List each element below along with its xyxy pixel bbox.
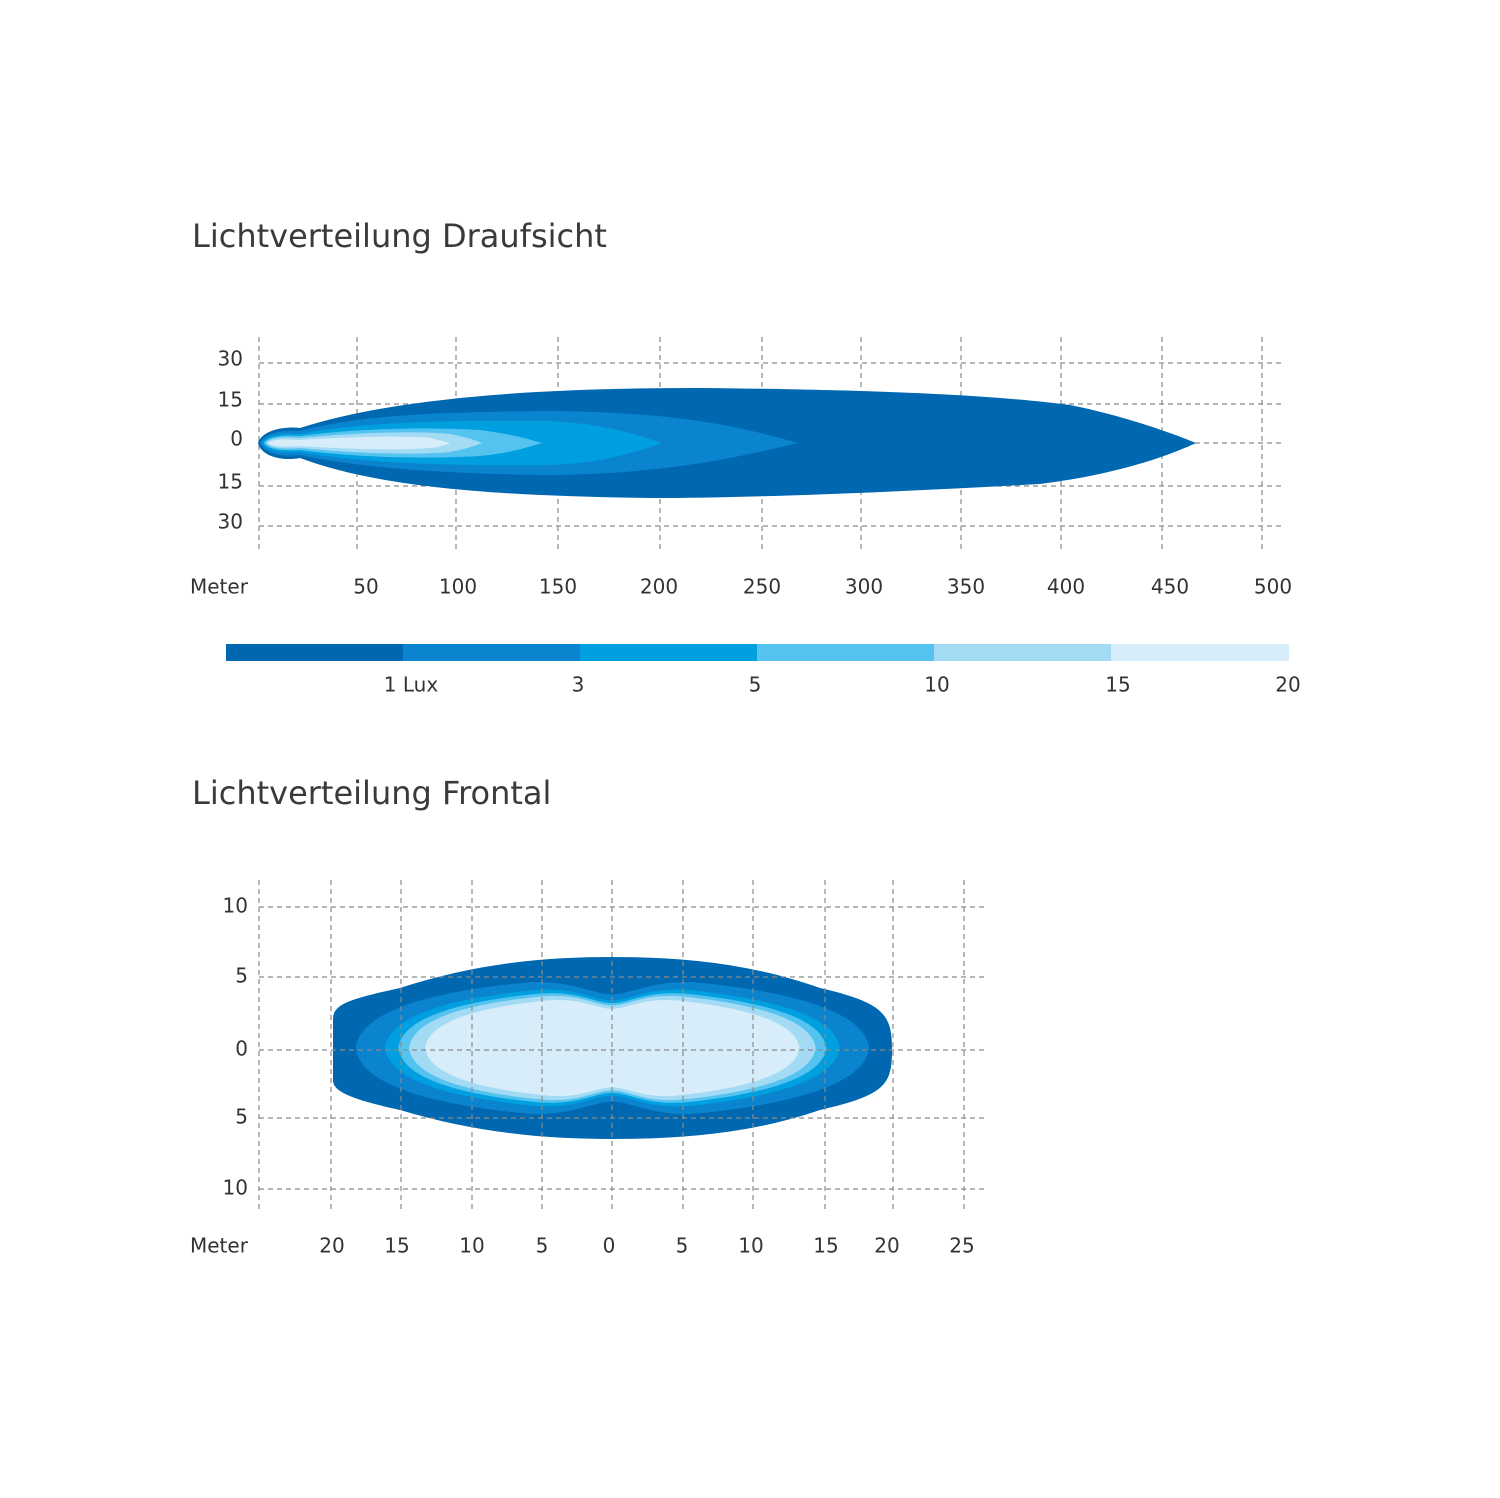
x-tick-label: 450	[1151, 575, 1189, 599]
title: Lichtverteilung Frontal	[192, 774, 551, 812]
y-tick-label: 10	[223, 1176, 248, 1200]
x-tick-label: 500	[1254, 575, 1292, 599]
y-tick-label: 10	[223, 894, 248, 918]
legend-label: 20	[1275, 673, 1300, 697]
legend-label: 15	[1105, 673, 1130, 697]
x-tick-label: 10	[738, 1234, 763, 1258]
title: Lichtverteilung Draufsicht	[192, 217, 607, 255]
x-tick-label: 5	[536, 1234, 549, 1258]
y-tick-label: 5	[235, 1105, 248, 1129]
contour	[425, 999, 800, 1097]
legend-label: 10	[924, 673, 949, 697]
axis-label: Meter	[190, 575, 249, 599]
legend-swatch	[757, 644, 935, 661]
y-tick-label: 5	[235, 964, 248, 988]
legend-swatch	[934, 644, 1112, 661]
legend-swatch	[403, 644, 581, 661]
legend: 1 Lux 3 5 10 15 20	[226, 644, 1301, 697]
x-tick-label: 20	[874, 1234, 899, 1258]
legend-swatch	[226, 644, 404, 661]
legend-label: 5	[749, 673, 762, 697]
x-tick-label: 100	[439, 575, 477, 599]
x-tick-label: 150	[539, 575, 577, 599]
beam-front	[333, 957, 892, 1139]
axis-label: Meter	[190, 1234, 249, 1258]
x-tick-label: 350	[947, 575, 985, 599]
legend-label: 3	[572, 673, 585, 697]
y-tick-label: 30	[218, 347, 243, 371]
x-tick-label: 250	[743, 575, 781, 599]
x-tick-label: 200	[640, 575, 678, 599]
x-tick-label: 20	[319, 1234, 344, 1258]
legend-swatch	[580, 644, 758, 661]
y-tick-label: 0	[235, 1037, 248, 1061]
y-tick-label: 30	[218, 510, 243, 534]
x-tick-label: 5	[676, 1234, 689, 1258]
y-tick-label: 15	[218, 388, 243, 412]
x-tick-label: 25	[949, 1234, 974, 1258]
x-tick-label: 10	[459, 1234, 484, 1258]
x-tick-label: 400	[1047, 575, 1085, 599]
x-tick-label: 15	[813, 1234, 838, 1258]
beam-top	[258, 388, 1196, 498]
legend-label: 1 Lux	[384, 673, 439, 697]
x-tick-label: 300	[845, 575, 883, 599]
y-tick-label: 15	[218, 470, 243, 494]
legend-swatch	[1111, 644, 1289, 661]
y-tick-label: 0	[230, 427, 243, 451]
x-tick-label: 15	[384, 1234, 409, 1258]
grid	[258, 880, 985, 1210]
contour	[268, 436, 450, 450]
x-tick-label: 0	[603, 1234, 616, 1258]
x-tick-label: 50	[353, 575, 378, 599]
